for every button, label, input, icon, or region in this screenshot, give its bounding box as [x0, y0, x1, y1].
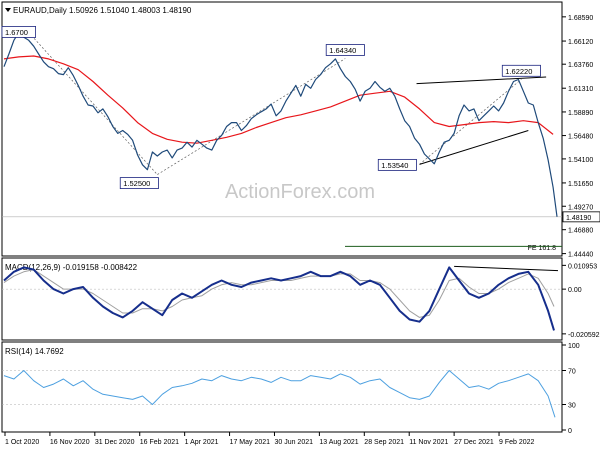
swing-line-2: [157, 58, 346, 175]
price-level-label: 1.53540: [381, 161, 408, 170]
price-level-box: [119, 177, 159, 189]
price-level-label: 1.64340: [329, 46, 356, 55]
rsi-title: RSI(14) 14.7692: [5, 347, 64, 356]
chart-header: EURAUD,Daily 1.50926 1.51040 1.48003 1.4…: [13, 6, 192, 15]
price-level-box: [501, 64, 541, 77]
price-panel-frame: [1, 1, 563, 257]
price-y-tick-label: 1.68590: [568, 15, 593, 22]
last-price-label: 1.48190: [566, 215, 591, 222]
price-y-tick-label: 1.58890: [568, 110, 593, 117]
x-tick-label: 27 Dec 2021: [454, 439, 494, 446]
price-level-label: 1.6700: [5, 28, 28, 37]
price-level-label: 1.52500: [123, 179, 150, 188]
x-tick-label: 1 Oct 2020: [5, 439, 39, 446]
x-tick-label: 16 Feb 2021: [140, 439, 179, 446]
price-y-tick-label: 1.63760: [568, 62, 593, 69]
series-layer: [3, 31, 558, 418]
moving-average-line: [3, 55, 554, 144]
price-y-tick-label: 1.51650: [568, 181, 593, 188]
rsi-levels: [2, 288, 562, 405]
x-tick-label: 31 Dec 2020: [95, 439, 135, 446]
price-y-tick-label: 1.46880: [568, 228, 593, 235]
price-y-tick-label: 1.44440: [568, 252, 593, 259]
price-level-box: [1, 26, 36, 38]
x-tick-label: 17 May 2021: [230, 439, 271, 446]
price-level-box: [377, 158, 417, 171]
x-axis-ticks: 1 Oct 2020 16 Nov 2020 31 Dec 2020 16 Feb 2…: [4, 432, 535, 446]
price-level-label: 1.62220: [505, 67, 532, 76]
rsi-y-tick-label: 30: [568, 403, 576, 410]
last-price-box: [562, 211, 600, 223]
x-tick-label: 1 Apr 2021: [185, 439, 219, 446]
price-level-box: [325, 44, 365, 56]
x-tick-label: 11 Nov 2021: [409, 439, 448, 446]
rsi-panel-frame: [1, 341, 563, 433]
price-y-tick-label: 1.66120: [568, 39, 593, 46]
annotations-layer: 1.48190 1.6700 1.52500 1.64340 1.53540 1.6222…: [1, 26, 600, 223]
x-tick-label: 16 Nov 2020: [50, 439, 90, 446]
x-tick-label: 30 Jun 2021: [274, 439, 313, 446]
y-axis-ticks: 1.68590 1.66120 1.63760 1.61310 1.58890 1.564…: [562, 15, 600, 435]
price-y-tick-label: 1.56480: [568, 134, 593, 141]
fe-label: FE 161.8: [528, 245, 557, 252]
rsi-line: [3, 370, 556, 418]
x-tick-label: 9 Feb 2022: [499, 439, 535, 446]
trendlines: [2, 32, 562, 272]
triangle-down-icon: [5, 8, 11, 12]
rsi-y-tick-label: 100: [568, 343, 580, 350]
price-y-tick-label: 1.49270: [568, 204, 593, 211]
macd-divergence-line: [454, 265, 559, 272]
macd-y-tick-label: 0.010953: [568, 263, 597, 270]
price-line: [3, 31, 558, 217]
macd-y-tick-label: 0.00: [568, 287, 582, 294]
channel-upper-line: [416, 76, 547, 85]
rsi-y-tick-label: 0: [568, 428, 572, 435]
channel-lower-line: [419, 129, 529, 165]
x-tick-label: 13 Aug 2021: [319, 439, 358, 446]
macd-line: [3, 266, 555, 331]
rsi-y-tick-label: 70: [568, 369, 576, 376]
macd-title: MACD(12,26,9) -0.019158 -0.008422: [5, 263, 138, 272]
price-y-tick-label: 1.54100: [568, 157, 593, 164]
x-tick-label: 28 Sep 2021: [364, 439, 404, 446]
price-y-tick-label: 1.61310: [568, 86, 593, 93]
watermark: ActionForex.com: [225, 181, 375, 203]
macd-y-tick-label: -0.020592: [568, 332, 600, 339]
